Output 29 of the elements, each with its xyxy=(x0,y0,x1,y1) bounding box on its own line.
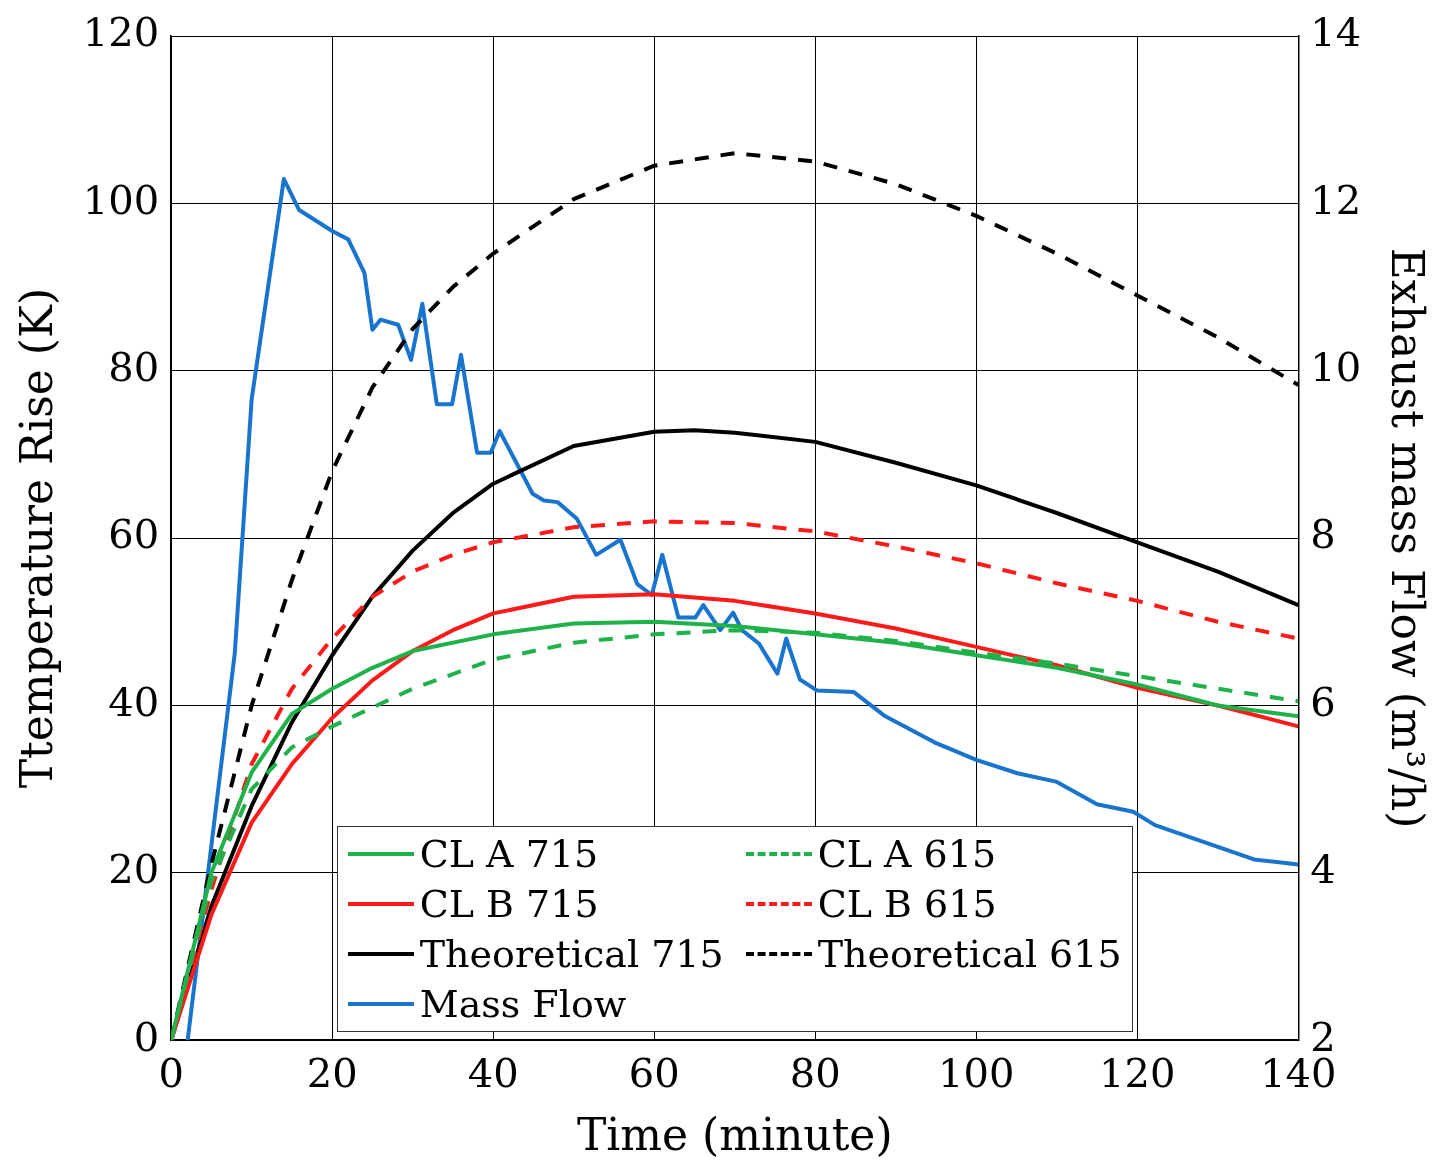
y2-axis-title: Exhaust mass Flow (m³/h) xyxy=(1382,247,1434,829)
legend-label: Theoretical 615 xyxy=(817,931,1122,979)
y-axis-title: Ttemperature Rise (K) xyxy=(10,287,62,789)
x-tick-label: 20 xyxy=(306,1049,358,1096)
legend-label: CL B 615 xyxy=(817,881,997,929)
x-tick-label: 100 xyxy=(938,1049,1015,1096)
y-tick-label: 20 xyxy=(108,846,160,893)
legend-label: Theoretical 715 xyxy=(419,931,724,979)
legend-label: CL A 715 xyxy=(419,831,599,879)
x-tick-label: 40 xyxy=(467,1049,519,1096)
y-tick-label: 0 xyxy=(133,1013,160,1060)
y-tick-label: 40 xyxy=(108,678,160,725)
x-axis-title: Time (minute) xyxy=(576,1109,893,1161)
y2-tick-label: 4 xyxy=(1310,846,1336,893)
legend-label: CL B 715 xyxy=(419,881,599,929)
y-tick-label: 60 xyxy=(108,511,160,558)
y2-tick-label: 10 xyxy=(1310,344,1362,391)
legend-label: Mass Flow xyxy=(419,981,627,1029)
y-tick-label: 80 xyxy=(108,344,160,391)
x-tick-label: 60 xyxy=(628,1049,680,1096)
y2-tick-label: 8 xyxy=(1310,511,1336,558)
y-tick-label: 120 xyxy=(82,9,160,56)
x-tick-label: 80 xyxy=(789,1049,841,1096)
legend-label: CL A 615 xyxy=(817,831,997,879)
y2-tick-label: 12 xyxy=(1310,176,1362,223)
y2-tick-label: 14 xyxy=(1310,9,1362,56)
y2-tick-label: 6 xyxy=(1310,678,1336,725)
y-tick-label: 100 xyxy=(82,176,160,223)
x-tick-label: 120 xyxy=(1099,1049,1176,1096)
